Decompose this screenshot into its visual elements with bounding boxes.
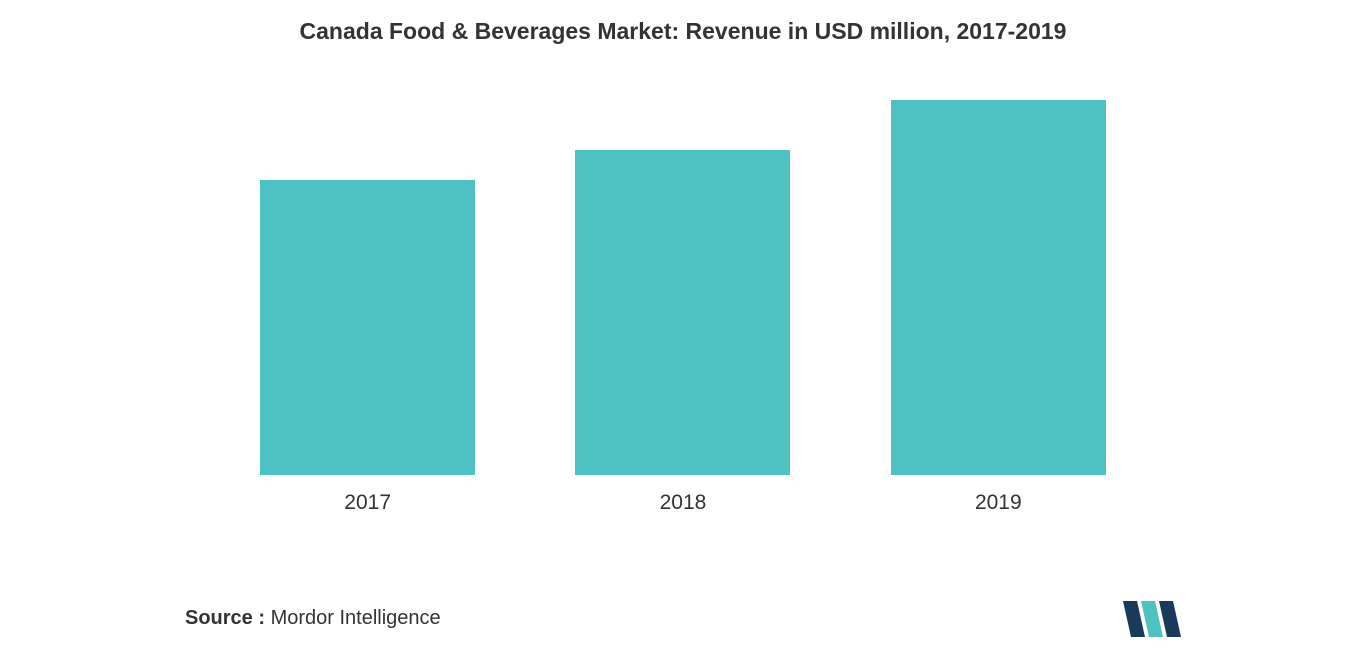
chart-title: Canada Food & Beverages Market: Revenue … bbox=[0, 0, 1366, 55]
bar-group-0 bbox=[260, 180, 475, 475]
bar-2017 bbox=[260, 180, 475, 475]
bar-2019 bbox=[891, 100, 1106, 475]
bars-container bbox=[0, 75, 1366, 475]
source-value: Mordor Intelligence bbox=[265, 607, 441, 629]
chart-area: 2017 2018 2019 bbox=[0, 65, 1366, 515]
x-label-1: 2018 bbox=[575, 491, 790, 515]
source-attribution: Source : Mordor Intelligence bbox=[185, 607, 441, 630]
x-label-0: 2017 bbox=[260, 491, 475, 515]
mordor-logo-icon bbox=[1123, 601, 1181, 637]
x-label-2: 2019 bbox=[891, 491, 1106, 515]
source-label: Source : bbox=[185, 607, 265, 629]
bar-group-1 bbox=[575, 150, 790, 475]
bar-2018 bbox=[575, 150, 790, 475]
bar-group-2 bbox=[891, 100, 1106, 475]
x-axis-labels: 2017 2018 2019 bbox=[0, 491, 1366, 515]
